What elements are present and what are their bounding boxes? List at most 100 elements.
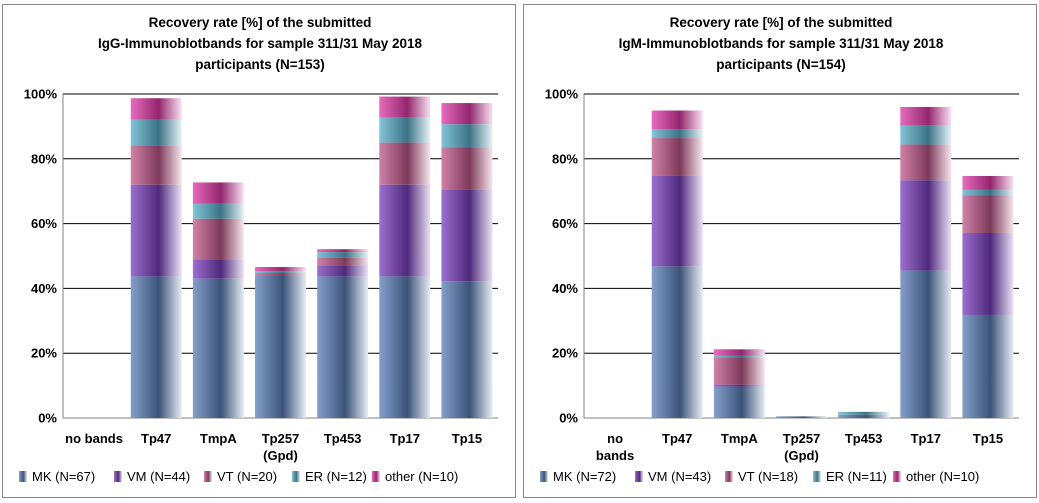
y-tick-label: 80%	[31, 151, 57, 166]
x-category-label: Tp453	[324, 431, 362, 446]
bar-segment-vt	[900, 144, 952, 181]
x-category-label: Tp453	[845, 431, 883, 446]
y-tick-label: 60%	[552, 216, 578, 231]
legend-label: ER (N=12)	[305, 469, 367, 484]
chart-title-line: Recovery rate [%] of the submitted	[149, 15, 372, 30]
legend-swatch-vm	[114, 471, 122, 482]
legend-swatch-other	[372, 471, 380, 482]
igm-chart: Recovery rate [%] of the submitted IgM-Im…	[540, 15, 1019, 484]
legend-label: MK (N=67)	[32, 469, 95, 484]
bar-segment-mk	[962, 314, 1014, 418]
bar-segment-mk	[130, 276, 182, 418]
x-category-label: (Gpd)	[784, 448, 819, 463]
bar-segment-vm	[713, 384, 765, 387]
bar-segment-er	[441, 124, 493, 148]
bar-segment-vt	[130, 145, 182, 185]
bar-segment-mk	[900, 270, 952, 418]
bar-segment-vt	[317, 257, 369, 266]
legend-swatch-other	[893, 471, 901, 482]
bar-segment-other	[900, 106, 952, 126]
igg-chart: Recovery rate [%] of the submitted IgG-Im…	[19, 15, 498, 484]
igm-chart-panel: Recovery rate [%] of the submitted IgM-Im…	[523, 4, 1037, 498]
chart-title-line: IgM-Immunoblotbands for sample 311/31 Ma…	[619, 36, 944, 51]
x-category-label: no	[607, 431, 623, 446]
legend-swatch-er	[813, 471, 821, 482]
legend-label: other (N=10)	[385, 469, 458, 484]
bar-segment-vm	[651, 175, 703, 267]
bar-segment-mk	[651, 266, 703, 418]
legend-swatch-vt	[204, 471, 212, 482]
bar-segment-vm	[441, 189, 493, 282]
bar-segment-er	[255, 271, 306, 274]
legend-swatch-vm	[635, 471, 643, 482]
chart-title-line: Recovery rate [%] of the submitted	[670, 15, 893, 30]
x-category-label: Tp17	[911, 431, 941, 446]
bar-segment-er	[713, 355, 765, 358]
y-tick-label: 0%	[559, 411, 578, 426]
legend-swatch-vt	[725, 471, 733, 482]
bar-segment-er	[317, 252, 369, 258]
legend-label: VM (N=44)	[127, 469, 190, 484]
bar-segment-other	[441, 103, 493, 125]
x-category-label: no bands	[65, 431, 123, 446]
x-category-label: TmpA	[200, 431, 237, 446]
bar-segment-mk	[317, 276, 369, 418]
y-tick-label: 0%	[38, 411, 57, 426]
legend-swatch-er	[292, 471, 300, 482]
bar-segment-vm	[962, 232, 1014, 315]
legend-label: MK (N=72)	[553, 469, 616, 484]
bar-segment-vt	[441, 147, 493, 190]
legend-label: ER (N=11)	[826, 469, 887, 484]
legend-swatch-mk	[540, 471, 548, 482]
bar-segment-vm	[317, 265, 369, 277]
bar-segment-vt	[192, 218, 244, 260]
bar-segment-er	[130, 119, 182, 146]
legend-label: VT (N=18)	[738, 469, 798, 484]
y-tick-label: 20%	[552, 346, 578, 361]
bar-segment-mk	[776, 416, 827, 418]
chart-title-line: participants (N=154)	[716, 57, 845, 72]
x-category-label: Tp47	[662, 431, 692, 446]
bar-segment-er	[379, 117, 431, 143]
bar-segment-mk	[713, 386, 765, 418]
y-tick-label: 100%	[24, 87, 58, 102]
bar-segment-other	[651, 110, 703, 130]
bar-segment-vm	[130, 184, 182, 277]
bar-segment-mk	[838, 414, 890, 418]
legend-swatch-mk	[19, 471, 27, 482]
bar-segment-vm	[900, 180, 952, 271]
bar-segment-er	[192, 203, 244, 219]
legend-label: VM (N=43)	[648, 469, 711, 484]
bar-segment-mk	[441, 281, 493, 418]
bar-segment-vt	[255, 273, 306, 276]
bar-segment-mk	[192, 278, 244, 418]
x-category-label: Tp47	[141, 431, 171, 446]
bar-segment-er	[962, 189, 1014, 196]
legend-label: VT (N=20)	[217, 469, 277, 484]
bar-segment-other	[130, 98, 182, 120]
bar-segment-er	[838, 411, 890, 415]
bar-segment-vt	[962, 195, 1014, 233]
bar-segment-er	[900, 125, 952, 145]
x-category-label: TmpA	[721, 431, 758, 446]
bar-segment-other	[713, 349, 765, 356]
bar-segment-vt	[713, 357, 765, 385]
bar-segment-other	[192, 182, 244, 204]
x-category-label: Tp15	[973, 431, 1003, 446]
bar-segment-other	[962, 175, 1014, 190]
x-category-label: Tp17	[390, 431, 420, 446]
bar-segment-vt	[379, 142, 431, 185]
bar-segment-vt	[651, 138, 703, 176]
bar-segment-other	[255, 267, 306, 272]
x-category-label: Tp257	[783, 431, 821, 446]
y-tick-label: 80%	[552, 151, 578, 166]
bar-segment-other	[379, 96, 431, 118]
bar-segment-vm	[192, 259, 244, 279]
y-tick-label: 40%	[552, 281, 578, 296]
igg-chart-panel: Recovery rate [%] of the submitted IgG-Im…	[2, 4, 516, 498]
y-tick-label: 40%	[31, 281, 57, 296]
x-category-label: Tp15	[452, 431, 482, 446]
legend-label: other (N=10)	[906, 469, 979, 484]
y-tick-label: 100%	[545, 87, 579, 102]
x-category-label: (Gpd)	[263, 448, 298, 463]
